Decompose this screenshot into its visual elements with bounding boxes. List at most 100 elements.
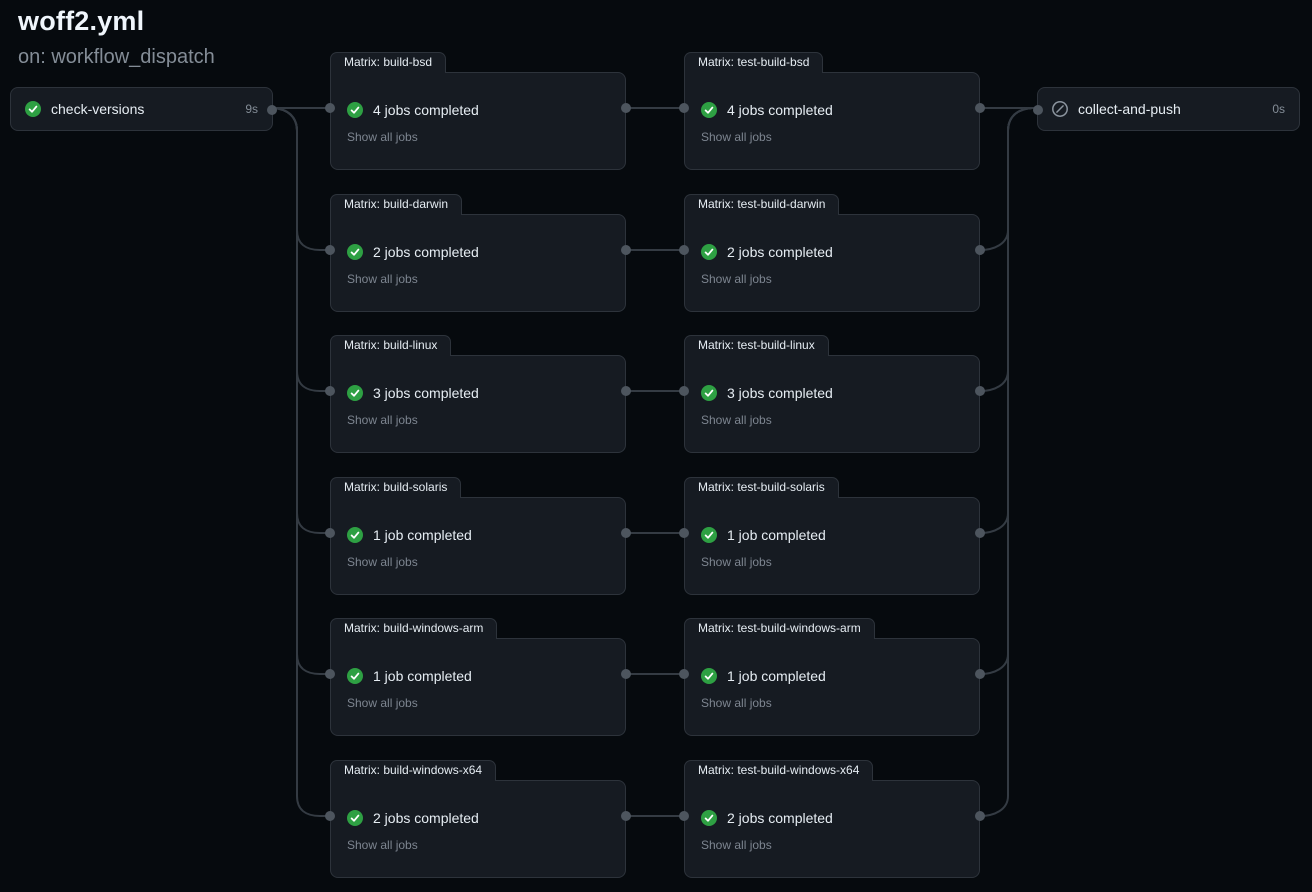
matrix-card-body: 1 job completed Show all jobs bbox=[330, 638, 626, 736]
status-text: 4 jobs completed bbox=[727, 102, 833, 118]
job-label: check-versions bbox=[51, 101, 145, 117]
matrix-tab: Matrix: build-linux bbox=[330, 335, 452, 356]
status-text: 3 jobs completed bbox=[727, 385, 833, 401]
job-node-test-build-linux[interactable]: Matrix: test-build-linux 3 jobs complete… bbox=[679, 335, 985, 453]
edge-connector-dot bbox=[975, 811, 985, 821]
workflow-file-title: woff2.yml bbox=[18, 6, 145, 36]
check-circle-icon bbox=[701, 244, 717, 260]
show-all-jobs-link[interactable]: Show all jobs bbox=[701, 555, 772, 569]
check-circle-icon bbox=[25, 101, 41, 117]
check-circle-icon bbox=[701, 527, 717, 543]
edge-connector-dot bbox=[975, 245, 985, 255]
status-text: 4 jobs completed bbox=[373, 102, 479, 118]
show-all-jobs-link[interactable]: Show all jobs bbox=[701, 413, 772, 427]
matrix-card-body: 4 jobs completed Show all jobs bbox=[330, 72, 626, 170]
edge-connector-dot bbox=[621, 528, 631, 538]
status-text: 1 job completed bbox=[373, 668, 472, 684]
job-node-test-build-bsd[interactable]: Matrix: test-build-bsd 4 jobs completed … bbox=[679, 52, 985, 170]
check-circle-icon bbox=[347, 810, 363, 826]
matrix-tab: Matrix: test-build-linux bbox=[684, 335, 829, 356]
edge-connector-dot bbox=[325, 669, 335, 679]
edge-connector-dot bbox=[621, 669, 631, 679]
job-node-collect-and-push[interactable]: collect-and-push 0s bbox=[1033, 87, 1300, 131]
edge-connector-dot bbox=[679, 103, 689, 113]
job-node-build-linux[interactable]: Matrix: build-linux 3 jobs completed Sho… bbox=[325, 335, 631, 453]
matrix-tab: Matrix: test-build-solaris bbox=[684, 477, 839, 498]
show-all-jobs-link[interactable]: Show all jobs bbox=[347, 696, 418, 710]
show-all-jobs-link[interactable]: Show all jobs bbox=[347, 413, 418, 427]
matrix-tab: Matrix: test-build-darwin bbox=[684, 194, 840, 215]
matrix-card-body: 1 job completed Show all jobs bbox=[684, 497, 980, 595]
edge-connector-dot bbox=[621, 386, 631, 396]
status-text: 2 jobs completed bbox=[373, 244, 479, 260]
matrix-title: Matrix: build-windows-arm bbox=[344, 621, 484, 635]
job-node-build-bsd[interactable]: Matrix: build-bsd 4 jobs completed Show … bbox=[325, 52, 631, 170]
edge-connector-dot bbox=[325, 528, 335, 538]
edge-connector-dot bbox=[679, 386, 689, 396]
matrix-card-body: 3 jobs completed Show all jobs bbox=[684, 355, 980, 453]
matrix-card-body: 3 jobs completed Show all jobs bbox=[330, 355, 626, 453]
matrix-title: Matrix: build-linux bbox=[344, 338, 438, 352]
matrix-tab: Matrix: build-windows-x64 bbox=[330, 760, 497, 781]
show-all-jobs-link[interactable]: Show all jobs bbox=[347, 130, 418, 144]
matrix-card-body: 2 jobs completed Show all jobs bbox=[330, 780, 626, 878]
check-circle-icon bbox=[701, 102, 717, 118]
check-circle-icon bbox=[347, 244, 363, 260]
job-node-build-windows-x64[interactable]: Matrix: build-windows-x64 2 jobs complet… bbox=[325, 760, 631, 878]
matrix-tab: Matrix: test-build-windows-arm bbox=[684, 618, 875, 639]
matrix-tab: Matrix: build-bsd bbox=[330, 52, 447, 73]
edge-connector-dot bbox=[679, 528, 689, 538]
matrix-title: Matrix: test-build-solaris bbox=[698, 480, 825, 494]
edge-connector-dot bbox=[975, 103, 985, 113]
show-all-jobs-link[interactable]: Show all jobs bbox=[701, 838, 772, 852]
job-node-build-solaris[interactable]: Matrix: build-solaris 1 job completed Sh… bbox=[325, 477, 631, 595]
job-node-test-build-windows-arm[interactable]: Matrix: test-build-windows-arm 1 job com… bbox=[679, 618, 985, 736]
job-node-test-build-solaris[interactable]: Matrix: test-build-solaris 1 job complet… bbox=[679, 477, 985, 595]
matrix-title: Matrix: build-solaris bbox=[344, 480, 448, 494]
matrix-tab: Matrix: test-build-bsd bbox=[684, 52, 824, 73]
matrix-title: Matrix: test-build-bsd bbox=[698, 55, 810, 69]
show-all-jobs-link[interactable]: Show all jobs bbox=[347, 838, 418, 852]
status-text: 1 job completed bbox=[727, 668, 826, 684]
job-node-test-build-darwin[interactable]: Matrix: test-build-darwin 2 jobs complet… bbox=[679, 194, 985, 312]
show-all-jobs-link[interactable]: Show all jobs bbox=[701, 696, 772, 710]
edge-connector-dot bbox=[325, 386, 335, 396]
matrix-title: Matrix: build-darwin bbox=[344, 197, 449, 211]
status-text: 1 job completed bbox=[373, 527, 472, 543]
matrix-title: Matrix: test-build-windows-x64 bbox=[698, 763, 860, 777]
matrix-card-body: 1 job completed Show all jobs bbox=[684, 638, 980, 736]
show-all-jobs-link[interactable]: Show all jobs bbox=[347, 272, 418, 286]
edge-connector-dot bbox=[975, 386, 985, 396]
matrix-title: Matrix: test-build-linux bbox=[698, 338, 815, 352]
workflow-trigger: on: workflow_dispatch bbox=[18, 46, 215, 68]
job-duration: 9s bbox=[245, 102, 258, 116]
job-node-test-build-windows-x64[interactable]: Matrix: test-build-windows-x64 2 jobs co… bbox=[679, 760, 985, 878]
matrix-tab: Matrix: build-solaris bbox=[330, 477, 462, 498]
edge-connector-dot bbox=[679, 669, 689, 679]
edge-connector-dot bbox=[1033, 105, 1043, 115]
matrix-tab: Matrix: build-windows-arm bbox=[330, 618, 498, 639]
show-all-jobs-link[interactable]: Show all jobs bbox=[701, 130, 772, 144]
matrix-card-body: 2 jobs completed Show all jobs bbox=[684, 214, 980, 312]
edge-connector-dot bbox=[325, 103, 335, 113]
matrix-card-body: 2 jobs completed Show all jobs bbox=[330, 214, 626, 312]
matrix-tab: Matrix: build-darwin bbox=[330, 194, 463, 215]
show-all-jobs-link[interactable]: Show all jobs bbox=[347, 555, 418, 569]
job-node-build-darwin[interactable]: Matrix: build-darwin 2 jobs completed Sh… bbox=[325, 194, 631, 312]
job-node-check-versions[interactable]: check-versions 9s bbox=[10, 87, 277, 131]
job-node-build-windows-arm[interactable]: Matrix: build-windows-arm 1 job complete… bbox=[325, 618, 631, 736]
edge-connector-dot bbox=[975, 669, 985, 679]
matrix-title: Matrix: test-build-darwin bbox=[698, 197, 826, 211]
check-circle-icon bbox=[347, 527, 363, 543]
matrix-tab: Matrix: test-build-windows-x64 bbox=[684, 760, 874, 781]
check-circle-icon bbox=[701, 385, 717, 401]
show-all-jobs-link[interactable]: Show all jobs bbox=[701, 272, 772, 286]
edge-connector-dot bbox=[325, 245, 335, 255]
job-duration: 0s bbox=[1272, 102, 1285, 116]
check-circle-icon bbox=[701, 810, 717, 826]
edge-connector-dot bbox=[975, 528, 985, 538]
check-circle-icon bbox=[347, 385, 363, 401]
matrix-title: Matrix: build-windows-x64 bbox=[344, 763, 483, 777]
